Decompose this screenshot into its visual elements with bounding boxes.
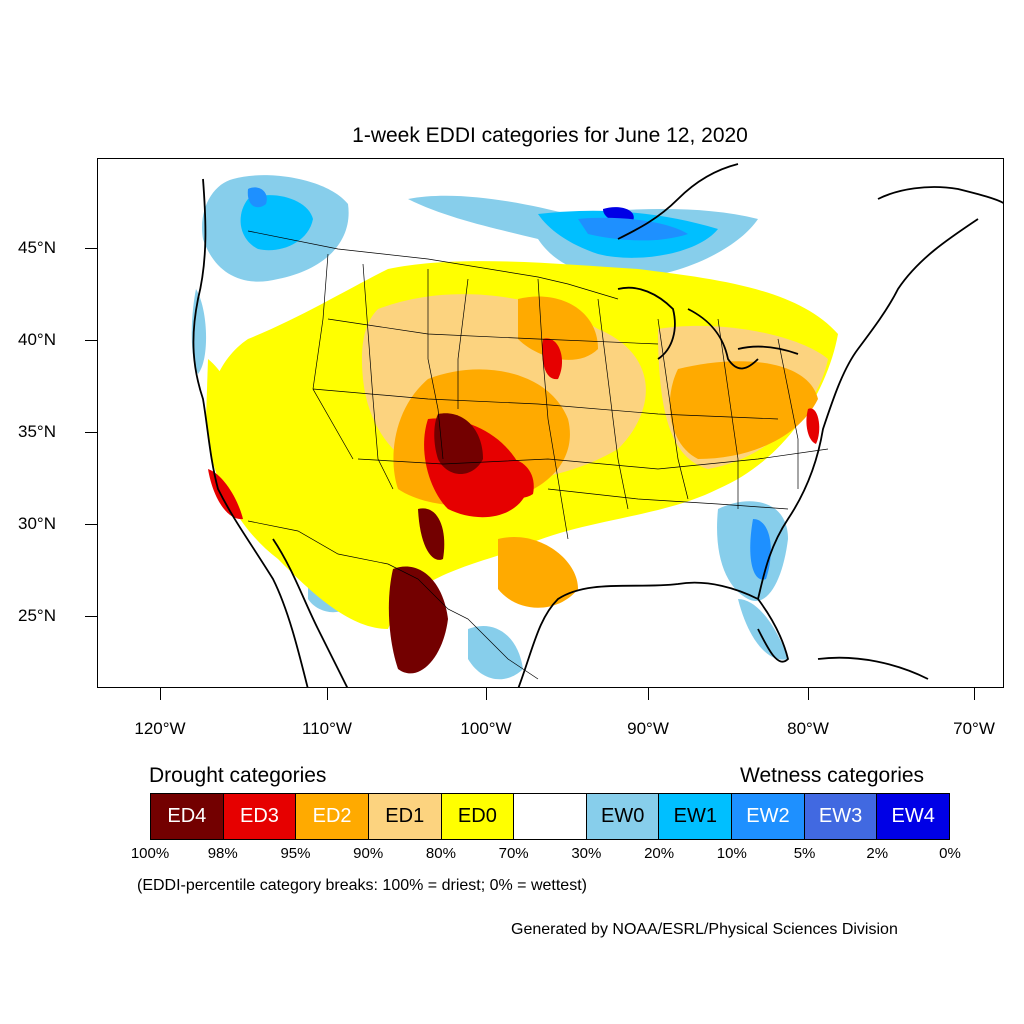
percent-break: 5% — [793, 845, 816, 862]
state-line-1 — [312, 253, 354, 460]
percent-break: 98% — [207, 845, 238, 862]
lat-label-30: 30°N — [18, 514, 56, 533]
ed3-region-kansas — [498, 458, 534, 498]
state-line-4 — [457, 278, 469, 409]
great-lakes-shore-2 — [687, 308, 759, 370]
gulf-coastline — [517, 581, 789, 687]
state-line-2 — [362, 263, 394, 490]
state-borders-layer — [247, 230, 829, 680]
ed3-region-mid-atlantic — [806, 408, 820, 444]
wet-region-pacific-nw-peak — [247, 187, 267, 208]
legend-swatch-ed4: ED4 — [151, 794, 224, 839]
state-line-h4 — [547, 488, 789, 510]
percent-break: 70% — [498, 845, 529, 862]
category-legend: ED4 ED3 ED2 ED1 ED0 EW0 EW1 EW2 EW3 EW4 — [150, 793, 950, 840]
great-lakes-shore-3 — [737, 345, 799, 355]
baja-coastline — [272, 538, 349, 687]
credit-line: Generated by NOAA/ESRL/Physical Sciences… — [511, 921, 898, 938]
cuba-coastline — [817, 656, 929, 680]
lon-label-80: 80°W — [787, 719, 829, 738]
percent-break: 0% — [939, 845, 961, 862]
ed3-region-iowa — [542, 338, 563, 380]
lon-tick-90 — [648, 688, 649, 700]
category-note: (EDDI-percentile category breaks: 100% =… — [137, 877, 587, 894]
wet-region-florida — [738, 599, 788, 660]
lon-label-70: 70°W — [953, 719, 995, 738]
legend-swatch-ed2: ED2 — [296, 794, 369, 839]
lon-label-100: 100°W — [460, 719, 512, 738]
eddi-map — [191, 163, 1003, 687]
legend-swatch-neutral — [514, 794, 587, 839]
percent-break: 80% — [425, 845, 456, 862]
lon-tick-70 — [974, 688, 975, 700]
lon-tick-120 — [160, 688, 161, 700]
state-line-8 — [717, 318, 739, 509]
legend-swatch-ed0: ED0 — [441, 794, 515, 839]
ed4-region-new-mexico — [418, 508, 445, 560]
legend-swatch-ew1: EW1 — [659, 794, 733, 839]
lat-tick-40 — [85, 340, 97, 341]
legend-swatch-ew0: EW0 — [586, 794, 660, 839]
lon-label-110: 110°W — [302, 719, 352, 738]
legend-swatch-ew4: EW4 — [877, 794, 950, 839]
ed2-region-texas — [498, 537, 578, 608]
great-lakes-shore-1 — [617, 286, 676, 360]
lat-tick-30 — [85, 524, 97, 525]
us-mexico-border — [247, 520, 539, 680]
lon-tick-100 — [486, 688, 487, 700]
map-panel — [97, 158, 1004, 688]
drought-heading: Drought categories — [149, 764, 327, 787]
lat-label-45: 45°N — [18, 238, 56, 257]
legend-swatch-ew2: EW2 — [732, 794, 805, 839]
ed2-region-northern-plains — [518, 296, 598, 360]
percent-break: 10% — [716, 845, 747, 862]
lat-tick-35 — [85, 432, 97, 433]
atlantic-coastline — [757, 218, 979, 600]
pacific-coastline — [192, 178, 309, 687]
coastline-layer — [192, 163, 1003, 687]
state-line-h3 — [357, 448, 829, 470]
lon-tick-110 — [327, 688, 328, 700]
percent-break: 95% — [280, 845, 311, 862]
state-line-h2 — [312, 388, 779, 420]
state-line-5 — [537, 278, 569, 540]
lon-label-90: 90°W — [627, 719, 669, 738]
lon-tick-80 — [808, 688, 809, 700]
wet-region-southeast-core — [750, 519, 771, 580]
lat-tick-45 — [85, 248, 97, 249]
legend-swatch-ed1: ED1 — [368, 794, 442, 839]
canada-hudson-shore — [617, 163, 739, 240]
percent-break: 20% — [644, 845, 675, 862]
percent-break: 30% — [571, 845, 602, 862]
state-line-6 — [597, 298, 629, 510]
wet-region-pacific-nw-core — [240, 195, 313, 251]
percent-break: 100% — [130, 845, 170, 862]
map-title: 1-week EDDI categories for June 12, 2020 — [352, 124, 748, 147]
lat-label-25: 25°N — [18, 606, 56, 625]
legend-swatch-ed3: ED3 — [223, 794, 297, 839]
wet-region-north-ew2 — [578, 217, 688, 241]
canada-east-shore — [877, 186, 1003, 204]
lon-label-120: 120°W — [134, 719, 186, 738]
lat-tick-25 — [85, 616, 97, 617]
state-line-3 — [427, 269, 444, 460]
state-line-9 — [777, 338, 799, 489]
lat-label-40: 40°N — [18, 330, 56, 349]
category-fill-layer — [191, 175, 838, 680]
percent-break: 2% — [866, 845, 889, 862]
us-canada-border — [247, 230, 619, 300]
state-line-h1 — [327, 318, 659, 345]
ed4-region-chihuahua — [388, 566, 448, 674]
wetness-heading: Wetness categories — [740, 764, 925, 787]
lat-label-35: 35°N — [18, 422, 56, 441]
ed4-region-panhandle — [434, 413, 483, 474]
percent-break: 90% — [353, 845, 384, 862]
legend-swatch-ew3: EW3 — [804, 794, 878, 839]
ed2-region-ohio-valley — [669, 361, 818, 459]
ed0-region-california — [206, 359, 248, 476]
wet-region-mexico — [468, 625, 523, 680]
